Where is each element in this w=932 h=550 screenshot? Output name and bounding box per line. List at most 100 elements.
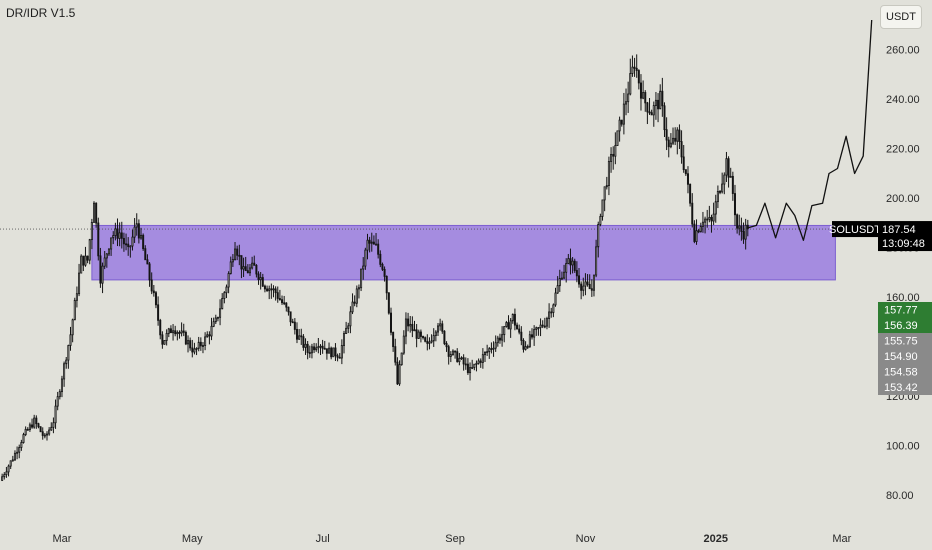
countdown-label: 13:09:48 <box>882 238 925 250</box>
candle-body <box>539 324 542 329</box>
candle-body <box>272 288 275 291</box>
candle-body <box>137 223 140 239</box>
candle-body <box>522 339 525 350</box>
candle-body <box>387 292 390 314</box>
candle-body <box>714 201 717 215</box>
candle-body <box>135 223 138 228</box>
candle-body <box>475 362 478 365</box>
candle-body <box>197 341 200 349</box>
candle-body <box>746 224 749 230</box>
candle-body <box>60 378 63 393</box>
candle-body <box>648 111 651 114</box>
candle-body <box>159 319 162 336</box>
candle-body <box>340 345 343 359</box>
candle-body <box>366 239 369 251</box>
candle-body <box>616 130 619 146</box>
candle-body <box>283 302 286 305</box>
candle-body <box>558 278 561 287</box>
candle-body <box>701 221 704 227</box>
candle-body <box>37 423 40 428</box>
candle-body <box>481 354 484 363</box>
candle-body <box>402 335 405 354</box>
candle-body <box>82 255 85 266</box>
candle-body <box>293 321 296 330</box>
price-level-label: 154.90 <box>884 351 918 363</box>
candle-body <box>419 331 422 337</box>
candle-body <box>116 228 119 239</box>
candle-body <box>731 175 734 194</box>
candle-body <box>3 474 6 478</box>
candle-body <box>680 141 683 158</box>
candle-body <box>449 354 452 357</box>
price-badge-level <box>878 348 932 364</box>
candle-body <box>597 223 600 248</box>
candle-body <box>355 288 358 304</box>
candle-body <box>148 263 151 281</box>
candle-body <box>672 137 675 144</box>
candle-body <box>721 183 724 193</box>
candle-body <box>605 185 608 188</box>
candle-body <box>622 103 625 125</box>
candle-body <box>407 318 410 327</box>
candle-body <box>723 174 726 185</box>
candle-body <box>663 105 666 131</box>
price-level-label: 154.58 <box>884 367 918 379</box>
candle-body <box>48 429 51 435</box>
candle-body <box>409 323 412 327</box>
candle-body <box>208 334 211 337</box>
candle-body <box>678 129 681 142</box>
candle-body <box>28 424 31 430</box>
candle-body <box>716 191 719 203</box>
candle-body <box>710 216 713 222</box>
candle-body <box>176 332 179 335</box>
candle-body <box>586 281 589 285</box>
candle-body <box>454 350 457 353</box>
y-tick-label: 160.00 <box>886 292 920 304</box>
candle-body <box>231 259 234 263</box>
candle-body <box>560 277 563 280</box>
candle-body <box>65 359 68 365</box>
candle-body <box>693 223 696 242</box>
candle-body <box>75 293 78 301</box>
candle-body <box>154 292 157 306</box>
candle-body <box>477 360 480 364</box>
candle-body <box>595 246 598 276</box>
price-badge-level <box>878 364 932 380</box>
candle-body <box>447 346 450 357</box>
candle-body <box>165 333 168 341</box>
candle-body <box>370 241 373 244</box>
candle-body <box>657 99 660 110</box>
candle-body <box>276 292 279 299</box>
price-level-label: 153.42 <box>884 382 918 394</box>
candle-body <box>43 434 46 437</box>
candle-body <box>674 137 677 142</box>
candle-body <box>601 199 604 217</box>
candle-body <box>9 460 12 467</box>
candle-body <box>63 363 66 380</box>
candle-body <box>223 292 226 299</box>
candle-body <box>278 298 281 301</box>
candle-body <box>167 328 170 334</box>
candle-body <box>695 230 698 242</box>
candle-body <box>571 260 574 266</box>
candle-body <box>607 161 610 186</box>
candle-body <box>122 237 125 245</box>
candle-body <box>338 356 341 359</box>
candle-body <box>7 465 10 473</box>
candle-body <box>13 452 16 461</box>
candle-body <box>236 248 239 256</box>
candle-body <box>289 311 292 323</box>
candle-body <box>248 267 251 274</box>
candle-body <box>244 266 247 272</box>
candle-body <box>550 311 553 314</box>
candle-body <box>389 312 392 333</box>
candle-body <box>88 239 91 261</box>
candle-body <box>490 348 493 350</box>
candle-body <box>725 158 728 176</box>
candle-body <box>172 330 175 334</box>
candle-body <box>71 319 74 336</box>
candle-body <box>46 433 49 436</box>
price-badge <box>878 221 932 252</box>
currency-button[interactable]: USDT <box>880 5 922 29</box>
